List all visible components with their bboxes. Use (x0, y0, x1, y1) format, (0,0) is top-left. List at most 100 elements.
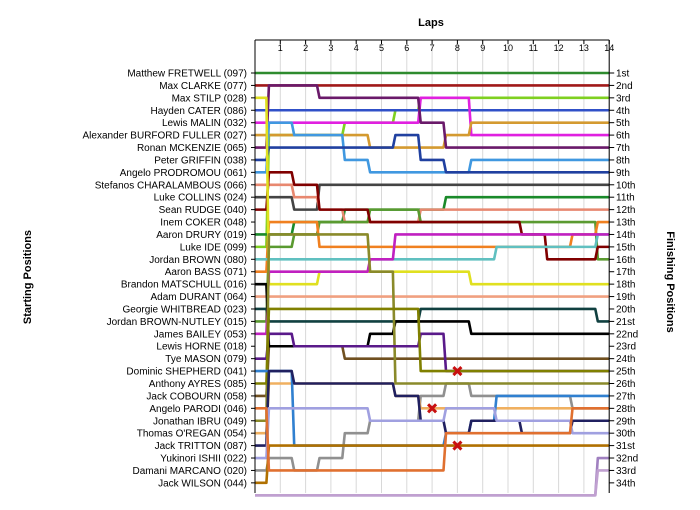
position-label: 3rd (616, 93, 630, 104)
x-tick-label: 4 (354, 43, 359, 53)
position-label: 7th (616, 143, 630, 154)
position-label: 22nd (616, 329, 638, 340)
position-label: 19th (616, 292, 635, 303)
x-tick-label: 7 (430, 43, 435, 53)
x-tick-label: 14 (604, 43, 614, 53)
series-line-8 (255, 133, 610, 174)
driver-label: Lewis MALIN (032) (162, 118, 247, 129)
driver-label: Inem COKER (048) (160, 218, 247, 229)
driver-label: Jordan BROWN (080) (149, 255, 247, 266)
driver-label: Tye MASON (079) (165, 354, 247, 365)
driver-label: Jordan BROWN-NUTLEY (015) (107, 317, 247, 328)
series-lines (255, 71, 610, 497)
series-line-16 (255, 233, 610, 261)
position-label: 6th (616, 131, 630, 142)
position-label: 11th (616, 193, 635, 204)
series-line-20 (255, 307, 610, 323)
driver-label: Max CLARKE (077) (159, 81, 247, 92)
position-label: 21st (616, 317, 635, 328)
series-line-29 (255, 407, 610, 460)
x-tick-label: 12 (554, 43, 564, 53)
x-tick-label: 8 (455, 43, 460, 53)
position-label: 5th (616, 118, 630, 129)
driver-label: Georgie WHITBREAD (023) (123, 304, 247, 315)
x-tick-label: 11 (529, 43, 538, 53)
position-label: 34th (616, 478, 635, 489)
position-label: 10th (616, 180, 635, 191)
position-label: 27th (616, 391, 635, 402)
driver-label: Luke COLLINS (024) (154, 193, 247, 204)
series-line-33 (255, 469, 610, 497)
retire-marker-1 (427, 403, 438, 414)
position-label: 32nd (616, 454, 638, 465)
x-tick-label: 9 (480, 43, 485, 53)
position-label: 29th (616, 416, 635, 427)
x-tick-label: 5 (379, 43, 384, 53)
driver-label: Jack COBOURN (058) (146, 391, 247, 402)
driver-label: Adam DURANT (064) (150, 292, 247, 303)
series-line-23 (255, 233, 610, 423)
driver-label: Peter GRIFFIN (038) (154, 155, 247, 166)
driver-label: Jack TRITTON (087) (155, 441, 247, 452)
retire-marker-2 (452, 440, 463, 451)
position-label: 14th (616, 230, 635, 241)
position-label: 28th (616, 404, 635, 415)
series-line-4 (255, 96, 610, 137)
series-line-9 (255, 183, 610, 211)
series-line-14 (255, 171, 610, 261)
position-label: 8th (616, 155, 630, 166)
driver-label: James BAILEY (053) (154, 329, 247, 340)
position-label: 13th (616, 218, 635, 229)
series-line-7 (255, 121, 610, 174)
position-label: 15th (616, 242, 635, 253)
position-label: 23rd (616, 342, 636, 353)
series-line-25 (255, 307, 610, 385)
driver-label: Thomas O'REGAN (054) (137, 429, 247, 440)
series-line-31 (255, 407, 610, 472)
series-line-21 (255, 233, 610, 336)
y-axis-label-right: Finishing Positions (664, 231, 676, 332)
x-tick-label: 13 (579, 43, 589, 53)
position-label: 30th (616, 429, 635, 440)
series-line-30 (255, 444, 610, 485)
x-tick-label: 3 (328, 43, 333, 53)
x-tick-label: 1 (278, 43, 283, 53)
position-label: 16th (616, 255, 635, 266)
driver-label: Lewis HORNE (018) (156, 342, 247, 353)
position-label: 31st (616, 441, 635, 452)
position-label: 24th (616, 354, 635, 365)
x-tick-labels: 1 2 3 4 5 6 7 8 9 10 11 12 13 14 (278, 43, 614, 53)
driver-label: Dominic SHEPHERD (041) (126, 367, 247, 378)
driver-label: Damani MARCANO (020) (133, 466, 247, 477)
driver-label: Jack WILSON (044) (158, 478, 247, 489)
driver-label: Aaron BASS (071) (165, 267, 247, 278)
driver-label: Alexander BURFORD FULLER (027) (83, 131, 248, 142)
position-label: 18th (616, 280, 635, 291)
x-tick-label: 2 (303, 43, 308, 53)
driver-label: Anthony AYRES (085) (149, 379, 247, 390)
driver-label: Ronan MCKENZIE (065) (137, 143, 247, 154)
series-line-6 (255, 84, 610, 149)
driver-labels: Matthew FRETWELL (097)Max CLARKE (077)Ma… (83, 69, 248, 490)
driver-label: Angelo PARODI (046) (149, 404, 247, 415)
position-label: 20th (616, 304, 635, 315)
driver-label: Matthew FRETWELL (097) (127, 69, 247, 80)
driver-label: Angelo PRODROMOU (061) (120, 168, 247, 179)
position-label: 26th (616, 379, 635, 390)
axes (251, 39, 615, 493)
driver-label: Yukinori ISHII (022) (160, 454, 247, 465)
driver-label: Stefanos CHARALAMBOUS (066) (95, 180, 247, 191)
series-line-15 (255, 96, 610, 286)
position-label: 25th (616, 367, 635, 378)
driver-label: Sean RUDGE (040) (159, 205, 247, 216)
position-label: 2nd (616, 81, 633, 92)
y-axis-label-left: Starting Positions (22, 230, 34, 324)
position-label: 9th (616, 168, 630, 179)
retire-markers (427, 366, 463, 451)
driver-label: Max STILP (028) (172, 93, 247, 104)
driver-label: Luke IDE (099) (180, 242, 247, 253)
position-label: 12th (616, 205, 635, 216)
x-tick-label: 10 (503, 43, 513, 53)
